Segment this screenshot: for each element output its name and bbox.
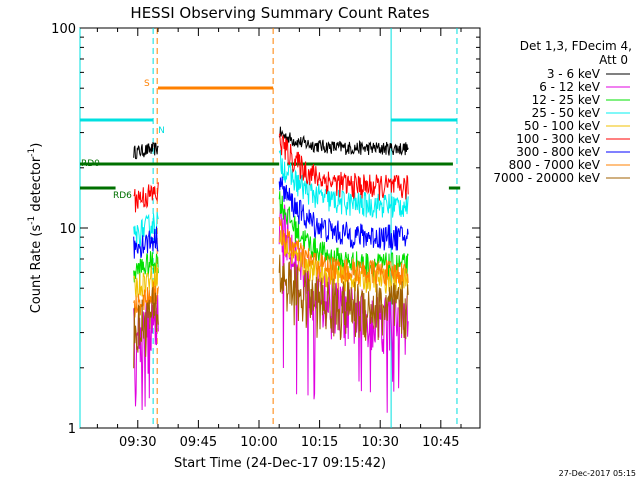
series-300-800kev bbox=[133, 176, 409, 259]
series-lines bbox=[133, 126, 409, 413]
x-tick-label: 10:00 bbox=[240, 435, 277, 450]
series-line bbox=[133, 226, 159, 259]
series-100-300kev bbox=[133, 133, 409, 213]
series-25-50kev bbox=[133, 149, 409, 247]
series-line bbox=[133, 182, 159, 213]
legend-entry-label: 800 - 7000 keV bbox=[509, 158, 601, 172]
y-axis-label: Count Rate (s-1 detector-1) bbox=[27, 143, 44, 314]
rd6-flag-label: RD6 bbox=[113, 191, 132, 201]
y-tick-label: 10 bbox=[59, 222, 76, 237]
y-axis-ticks: 1 10 100 bbox=[51, 22, 480, 437]
y-tick-label: 1 bbox=[68, 422, 76, 437]
series-line bbox=[278, 133, 409, 201]
x-tick-label: 09:30 bbox=[119, 435, 156, 450]
legend-entry-label: 6 - 12 keV bbox=[539, 80, 601, 94]
series-50-100kev bbox=[133, 230, 409, 299]
x-axis-label: Start Time (24-Dec-17 09:15:42) bbox=[174, 456, 386, 471]
series-line bbox=[278, 176, 409, 251]
x-axis-ticks: 09:30 09:45 10:00 10:15 10:30 10:45 bbox=[96, 28, 462, 450]
series-line bbox=[133, 142, 159, 160]
legend-entry-label: 3 - 6 keV bbox=[547, 67, 601, 81]
legend-entry-label: 300 - 800 keV bbox=[516, 145, 600, 159]
series-line bbox=[278, 216, 409, 286]
series-line bbox=[133, 286, 159, 369]
series-line bbox=[133, 211, 159, 247]
series-line bbox=[133, 263, 159, 299]
night-flag-label: N bbox=[158, 126, 165, 136]
y-tick-label: 100 bbox=[51, 22, 76, 37]
series-line bbox=[278, 149, 409, 219]
series-7000-20000kev bbox=[133, 254, 409, 369]
legend-entry-label: 7000 - 20000 keV bbox=[493, 171, 600, 185]
x-tick-label: 10:15 bbox=[301, 435, 338, 450]
rd0-flag-label: RD0 bbox=[81, 159, 100, 169]
x-tick-label: 10:45 bbox=[422, 435, 459, 450]
legend-entry-label: 25 - 50 keV bbox=[532, 106, 601, 120]
series-line bbox=[133, 281, 159, 318]
status-flags: S N RD0 RD6 bbox=[80, 79, 461, 201]
series-line bbox=[278, 126, 409, 156]
series-line bbox=[278, 204, 409, 413]
series-line bbox=[278, 254, 409, 341]
series-line bbox=[278, 230, 409, 294]
series-800-7000kev bbox=[133, 216, 409, 318]
legend-entry-label: 100 - 300 keV bbox=[516, 132, 600, 146]
chart-title: HESSI Observing Summary Count Rates bbox=[130, 4, 429, 22]
generation-timestamp: 27-Dec-2017 05:15 bbox=[559, 469, 636, 478]
legend-entry-label: 12 - 25 keV bbox=[532, 93, 601, 107]
legend-header-line-2: Att 0 bbox=[599, 53, 628, 67]
legend-entry-label: 50 - 100 keV bbox=[524, 119, 601, 133]
x-tick-label: 10:30 bbox=[361, 435, 398, 450]
legend-header-line-1: Det 1,3, FDecim 4, bbox=[520, 39, 632, 53]
saa-flag-label: S bbox=[144, 79, 150, 89]
series-3-6kev bbox=[133, 126, 409, 160]
x-tick-label: 09:45 bbox=[180, 435, 217, 450]
